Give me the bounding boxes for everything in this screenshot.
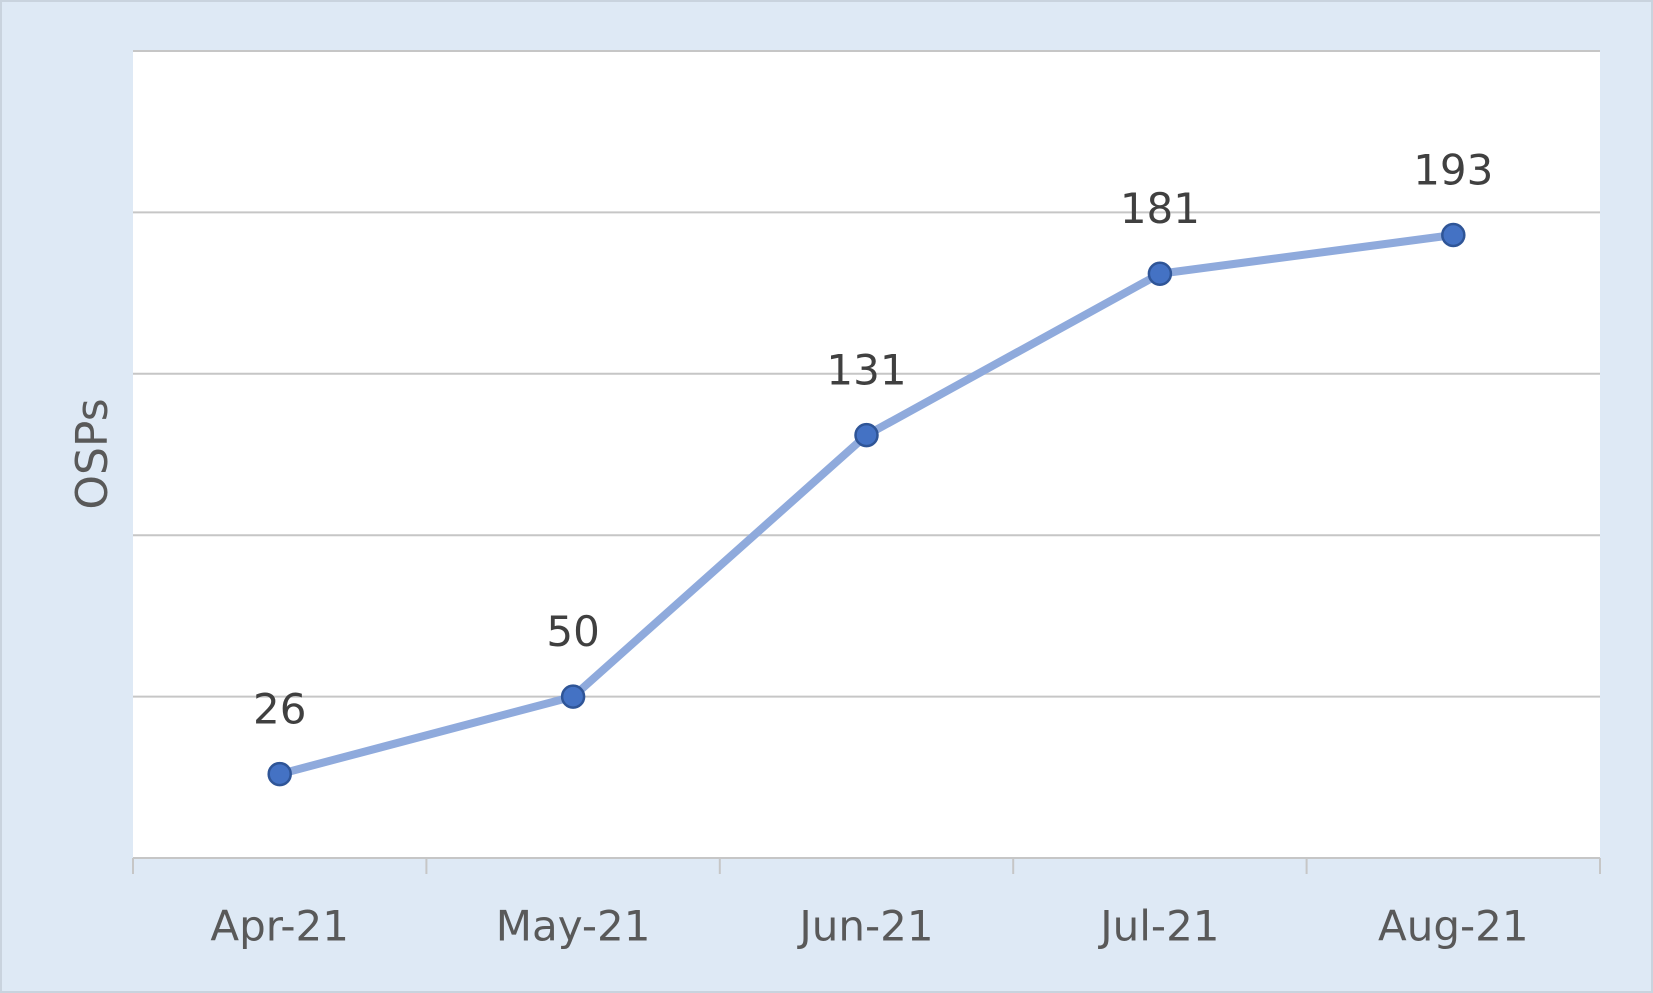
data-point: [560, 684, 586, 709]
y-axis-label: OSPs: [67, 398, 118, 509]
x-tick-label: Apr-21: [210, 902, 349, 951]
x-tick-label: Jul-21: [1097, 902, 1219, 951]
data-point: [854, 422, 879, 448]
data-point: [1147, 261, 1173, 286]
x-tick-label: Jun-21: [796, 902, 933, 951]
data-label: 181: [1120, 184, 1200, 233]
data-label: 50: [546, 607, 599, 656]
data-label: 26: [253, 685, 306, 734]
x-tick-label: Aug-21: [1378, 902, 1529, 951]
data-point: [1441, 222, 1466, 248]
x-tick-label: May-21: [496, 902, 651, 951]
data-label: 193: [1413, 145, 1493, 194]
data-label: 131: [826, 346, 906, 395]
plot-area: [133, 51, 1600, 858]
data-point: [267, 761, 292, 787]
